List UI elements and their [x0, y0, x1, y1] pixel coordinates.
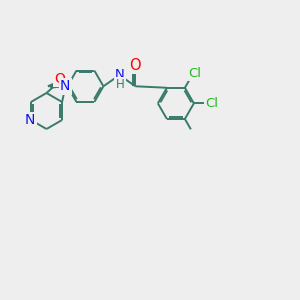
- Text: H: H: [116, 78, 124, 91]
- Text: N: N: [25, 113, 35, 127]
- Text: O: O: [54, 72, 65, 86]
- Text: N: N: [60, 80, 70, 94]
- Text: Cl: Cl: [205, 97, 218, 110]
- Text: N: N: [115, 68, 125, 81]
- Text: O: O: [130, 58, 141, 73]
- Text: Cl: Cl: [189, 67, 202, 80]
